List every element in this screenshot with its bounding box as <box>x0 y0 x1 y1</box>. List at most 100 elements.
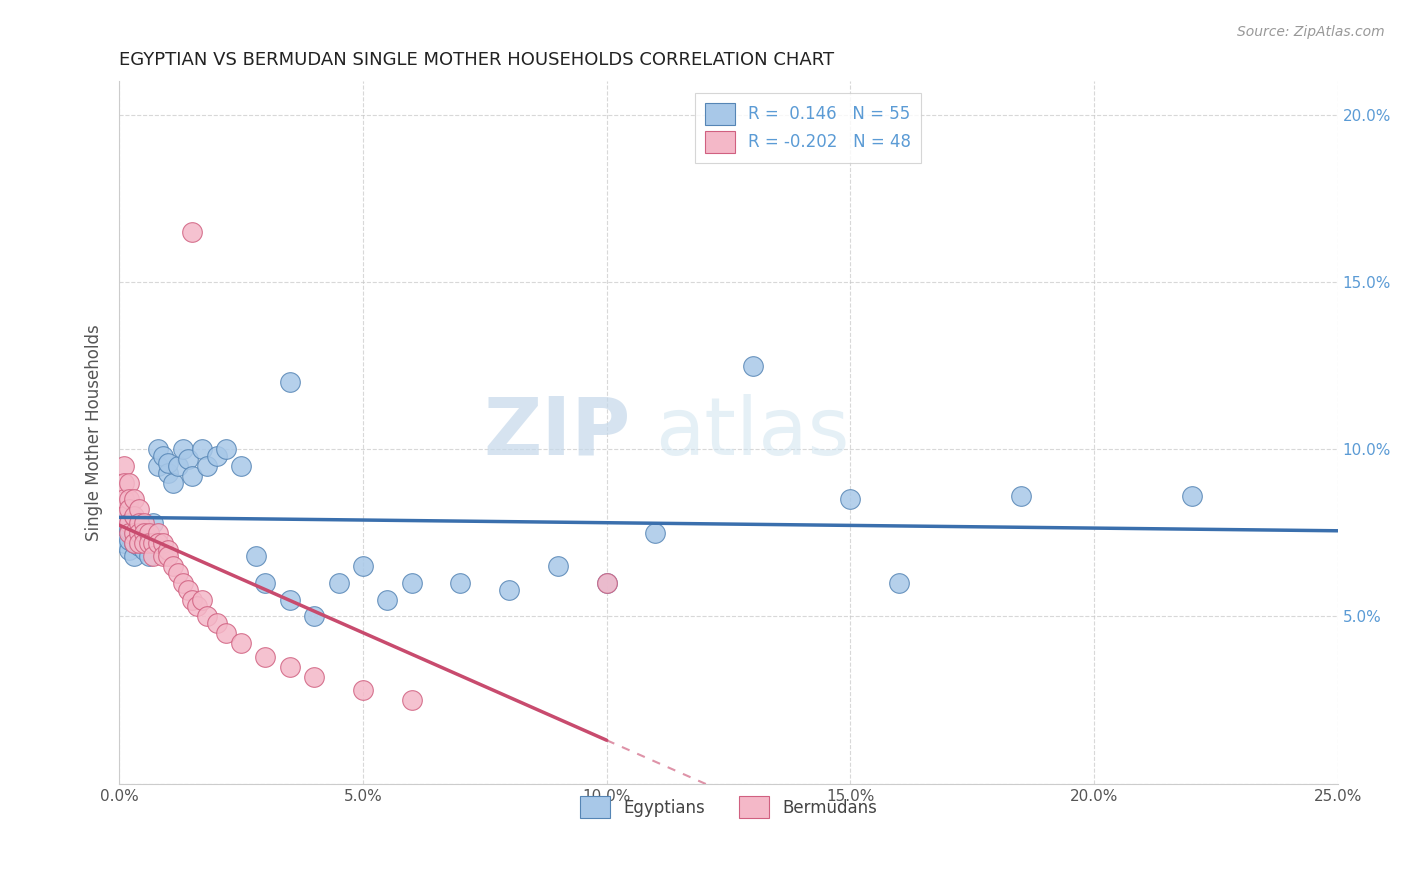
Point <box>595 576 617 591</box>
Point <box>142 536 165 550</box>
Point <box>156 456 179 470</box>
Point <box>118 492 141 507</box>
Point <box>118 516 141 530</box>
Point <box>112 458 135 473</box>
Point <box>278 376 301 390</box>
Point <box>547 559 569 574</box>
Point <box>302 670 325 684</box>
Point <box>112 509 135 524</box>
Point <box>112 475 135 490</box>
Point <box>148 536 170 550</box>
Point <box>142 516 165 530</box>
Legend: Egyptians, Bermudans: Egyptians, Bermudans <box>574 789 883 824</box>
Point <box>112 516 135 530</box>
Point <box>278 659 301 673</box>
Point <box>595 576 617 591</box>
Text: ZIP: ZIP <box>484 393 631 472</box>
Point <box>128 525 150 540</box>
Point <box>148 442 170 457</box>
Point <box>118 523 141 537</box>
Point <box>449 576 471 591</box>
Point <box>328 576 350 591</box>
Point <box>128 536 150 550</box>
Point <box>278 592 301 607</box>
Point <box>195 609 218 624</box>
Point <box>112 536 135 550</box>
Point <box>118 533 141 547</box>
Point <box>122 525 145 540</box>
Point <box>229 636 252 650</box>
Point <box>132 525 155 540</box>
Point <box>191 592 214 607</box>
Point <box>142 536 165 550</box>
Point <box>118 525 141 540</box>
Point <box>181 225 204 239</box>
Point <box>839 492 862 507</box>
Text: EGYPTIAN VS BERMUDAN SINGLE MOTHER HOUSEHOLDS CORRELATION CHART: EGYPTIAN VS BERMUDAN SINGLE MOTHER HOUSE… <box>120 51 834 69</box>
Y-axis label: Single Mother Households: Single Mother Households <box>86 324 103 541</box>
Point <box>191 442 214 457</box>
Point <box>132 516 155 530</box>
Point <box>172 576 194 591</box>
Point <box>887 576 910 591</box>
Point <box>205 616 228 631</box>
Point <box>132 533 155 547</box>
Point <box>118 502 141 516</box>
Point <box>401 576 423 591</box>
Point <box>162 559 184 574</box>
Point <box>132 542 155 557</box>
Point <box>1180 489 1202 503</box>
Point <box>181 592 204 607</box>
Point <box>245 549 267 564</box>
Point <box>166 458 188 473</box>
Point <box>122 536 145 550</box>
Point <box>254 576 277 591</box>
Point <box>128 529 150 543</box>
Point <box>215 626 238 640</box>
Point <box>112 525 135 540</box>
Point <box>122 549 145 564</box>
Point <box>128 502 150 516</box>
Point <box>156 542 179 557</box>
Point <box>128 539 150 553</box>
Point <box>181 469 204 483</box>
Point <box>118 475 141 490</box>
Point <box>156 466 179 480</box>
Point <box>122 512 145 526</box>
Point <box>118 542 141 557</box>
Point <box>401 693 423 707</box>
Point <box>644 525 666 540</box>
Point <box>128 516 150 530</box>
Point <box>128 519 150 533</box>
Point <box>186 599 208 614</box>
Point <box>118 509 141 524</box>
Point <box>172 442 194 457</box>
Point <box>375 592 398 607</box>
Point <box>741 359 763 373</box>
Point <box>132 536 155 550</box>
Point <box>152 536 174 550</box>
Point <box>142 549 165 564</box>
Point <box>205 449 228 463</box>
Point <box>152 549 174 564</box>
Point <box>195 458 218 473</box>
Point <box>176 452 198 467</box>
Point <box>122 492 145 507</box>
Point <box>138 549 160 564</box>
Point <box>229 458 252 473</box>
Point <box>166 566 188 580</box>
Point <box>302 609 325 624</box>
Text: atlas: atlas <box>655 393 849 472</box>
Point <box>148 525 170 540</box>
Point <box>122 536 145 550</box>
Point <box>152 449 174 463</box>
Point <box>215 442 238 457</box>
Point <box>148 458 170 473</box>
Point <box>156 549 179 564</box>
Point <box>122 509 145 524</box>
Point <box>162 475 184 490</box>
Point <box>1010 489 1032 503</box>
Point <box>138 525 160 540</box>
Point <box>254 649 277 664</box>
Text: Source: ZipAtlas.com: Source: ZipAtlas.com <box>1237 25 1385 39</box>
